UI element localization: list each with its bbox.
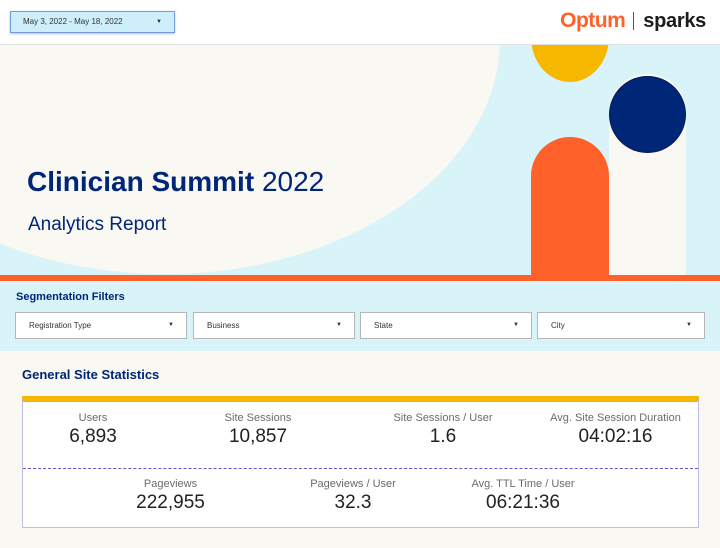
filter-label: Business [207,321,240,330]
stats-card: Users 6,893 Site Sessions 10,857 Site Se… [22,396,699,528]
filters-heading: Segmentation Filters [16,291,125,303]
report-title-bold: Clinician Summit [27,166,255,197]
report-title-year: 2022 [261,166,325,197]
chevron-down-icon: ▼ [336,322,342,328]
stats-heading: General Site Statistics [22,367,160,382]
metric-value: 222,955 [136,492,205,513]
filter-business[interactable]: Business ▼ [193,312,355,339]
metric-label: Avg. Site Session Duration [550,412,681,424]
segmentation-filters: Segmentation Filters Registration Type ▼… [0,281,720,351]
filter-registration-type[interactable]: Registration Type ▼ [15,312,187,339]
chevron-down-icon: ▼ [686,322,692,328]
chevron-down-icon: ▼ [513,322,519,328]
metric-sessions-per-user: Site Sessions / User 1.6 [373,412,513,448]
logo-sparks: sparks [643,9,706,32]
metric-avg-session-duration: Avg. Site Session Duration 04:02:16 [533,412,698,448]
metric-label: Users [78,412,108,424]
report-subtitle: Analytics Report [28,214,167,235]
metric-label: Site Sessions [224,412,292,424]
metric-value: 04:02:16 [578,426,653,447]
metric-avg-ttl-time: Avg. TTL Time / User 06:21:36 [453,478,593,514]
orange-divider-bar [0,275,720,281]
date-range-label: May 3, 2022 - May 18, 2022 [23,17,123,26]
decorative-orange-arch [531,137,609,276]
metric-users: Users 6,893 [33,412,153,448]
hero-background-shape [0,44,500,274]
metric-label: Avg. TTL Time / User [471,478,575,490]
metric-pageviews-per-user: Pageviews / User 32.3 [288,478,418,514]
filter-city[interactable]: City ▼ [537,312,705,339]
report-title: Clinician Summit 2022 [27,166,324,198]
metric-value: 10,857 [228,426,288,447]
metric-label: Pageviews [143,478,198,490]
general-site-statistics: General Site Statistics Users 6,893 Site… [0,351,720,548]
metric-value: 32.3 [334,492,372,513]
metric-label: Site Sessions / User [393,412,493,424]
metric-value: 6,893 [69,426,117,447]
top-bar: May 3, 2022 - May 18, 2022 ▼ Optum spark… [0,0,720,45]
metric-label: Pageviews / User [310,478,396,490]
date-range-picker[interactable]: May 3, 2022 - May 18, 2022 ▼ [10,11,175,33]
metric-value: 06:21:36 [486,492,560,513]
filter-label: City [551,321,565,330]
metric-site-sessions: Site Sessions 10,857 [183,412,333,448]
filter-state[interactable]: State ▼ [360,312,532,339]
hero-banner: Clinician Summit 2022 Analytics Report [0,44,720,276]
decorative-yellow-circle [531,44,609,82]
metric-pageviews: Pageviews 222,955 [103,478,238,514]
chevron-down-icon: ▼ [168,322,174,328]
brand-logo: Optum sparks [560,9,706,33]
logo-divider [633,12,635,30]
decorative-navy-circle [610,77,685,152]
logo-optum: Optum [560,9,626,32]
chevron-down-icon: ▼ [156,19,162,25]
filter-label: Registration Type [29,321,92,330]
stats-divider [23,468,698,469]
metric-value: 1.6 [429,426,457,447]
filter-label: State [374,321,393,330]
